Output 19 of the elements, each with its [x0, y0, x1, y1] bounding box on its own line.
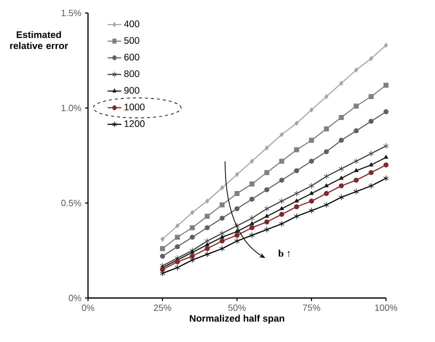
- x-tick-label: 0%: [82, 304, 94, 311]
- x-tick-label: 50%: [228, 304, 246, 311]
- legend-label: 800: [124, 70, 140, 78]
- legend-label: 900: [124, 87, 140, 94]
- legend-label: 600: [124, 54, 140, 60]
- legend-label: 500: [124, 37, 140, 44]
- x-tick-label: 100%: [375, 304, 398, 311]
- legend-label: 1000: [124, 104, 145, 110]
- y-tick-label: 1.0%: [62, 104, 82, 112]
- x-tick-label: 75%: [302, 304, 320, 311]
- y-axis-title: Estimated relative error: [10, 31, 68, 50]
- x-tick-label: 25%: [154, 304, 172, 311]
- y-tick-label: 0%: [68, 294, 82, 302]
- x-axis-title: Normalized half span: [190, 314, 284, 324]
- y-tick-label: 1.5%: [62, 10, 82, 16]
- annotation: b ↑: [278, 250, 290, 257]
- y-tick-label: 0.5%: [61, 200, 82, 206]
- legend-label: 1200: [124, 120, 145, 127]
- legend-label: 400: [124, 20, 140, 28]
